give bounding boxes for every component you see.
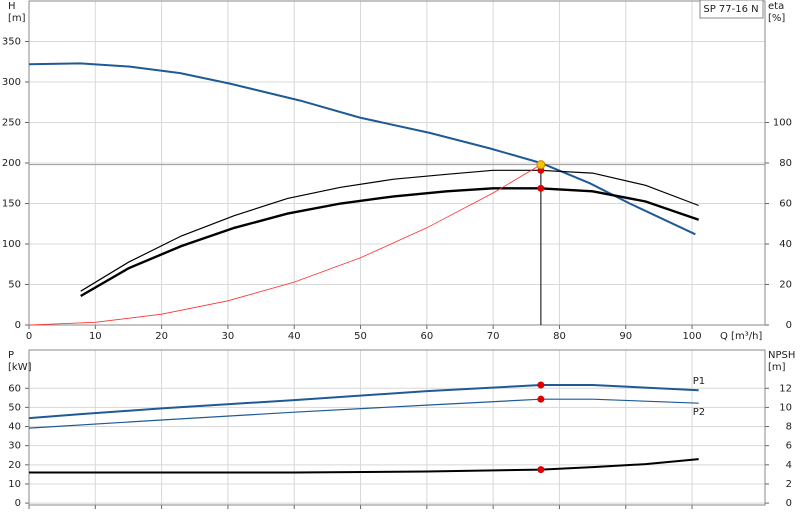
curve <box>28 62 696 236</box>
curve <box>28 384 699 420</box>
y-tick-label: 100 <box>2 239 21 250</box>
y2-tick-label: 12 <box>779 383 792 394</box>
x-tick-label: 20 <box>155 331 168 342</box>
curve <box>29 458 699 474</box>
y2-tick-label: 60 <box>779 199 792 210</box>
operating-point <box>537 466 545 474</box>
series-label: P2 <box>693 407 705 418</box>
x-tick-label: 60 <box>420 331 433 342</box>
curve <box>80 187 700 298</box>
duty-point <box>536 160 546 170</box>
operating-point <box>537 381 545 389</box>
y-tick-label: 350 <box>2 37 21 48</box>
y2-tick-label: 0 <box>786 498 792 509</box>
y2-axis-label: [m] <box>768 362 786 373</box>
x-tick-label: 70 <box>487 331 500 342</box>
y-tick-label: 50 <box>8 402 21 413</box>
x-tick-label: 0 <box>26 331 32 342</box>
x-axis-label: Q [m³/h] <box>720 331 762 342</box>
y2-axis-label: NPSH <box>768 350 795 361</box>
x-tick-label: 10 <box>89 331 102 342</box>
y-tick-label: 300 <box>2 77 21 88</box>
y-tick-label: 150 <box>2 199 21 210</box>
y-tick-label: 40 <box>8 422 21 433</box>
y2-tick-label: 6 <box>786 441 792 452</box>
plot-frame <box>28 349 766 506</box>
curve <box>80 169 699 292</box>
y-tick-label: 0 <box>15 498 21 509</box>
y-axis-label: H <box>8 1 16 12</box>
y-tick-label: 200 <box>2 158 21 169</box>
y2-tick-label: 80 <box>779 158 792 169</box>
y-tick-label: 0 <box>15 320 21 331</box>
y2-tick-label: 2 <box>786 479 792 490</box>
x-tick-label: 30 <box>222 331 235 342</box>
y-axis-label: [kW] <box>8 362 32 373</box>
y2-tick-label: 20 <box>779 280 792 291</box>
y2-tick-label: 40 <box>779 239 792 250</box>
x-tick-label: 90 <box>619 331 632 342</box>
x-tick-label: 40 <box>288 331 301 342</box>
series-label: P1 <box>693 376 705 387</box>
y2-tick-label: 10 <box>779 402 792 413</box>
y2-tick-label: 8 <box>786 422 792 433</box>
x-tick-label: 50 <box>354 331 367 342</box>
y-tick-label: 50 <box>8 280 21 291</box>
title-box <box>699 0 764 19</box>
x-tick-label: 80 <box>553 331 566 342</box>
y2-axis-label: eta <box>768 1 784 12</box>
chart-title: SP 77-16 N <box>703 4 758 15</box>
y-axis-label: P <box>8 350 14 361</box>
y-tick-label: 30 <box>8 441 21 452</box>
y2-tick-label: 100 <box>773 118 792 129</box>
x-tick-label: 100 <box>683 331 702 342</box>
curve <box>28 398 699 429</box>
y-tick-label: 20 <box>8 460 21 471</box>
y2-tick-label: 4 <box>786 460 792 471</box>
y-axis-label: [m] <box>8 13 26 24</box>
y-tick-label: 60 <box>8 383 21 394</box>
y-tick-label: 250 <box>2 118 21 129</box>
operating-point <box>537 395 545 403</box>
curve <box>28 164 542 326</box>
y2-tick-label: 0 <box>786 320 792 331</box>
y2-axis-label: [%] <box>768 13 785 24</box>
plot-frame <box>28 0 766 326</box>
operating-point <box>537 184 545 192</box>
y-tick-label: 10 <box>8 479 21 490</box>
